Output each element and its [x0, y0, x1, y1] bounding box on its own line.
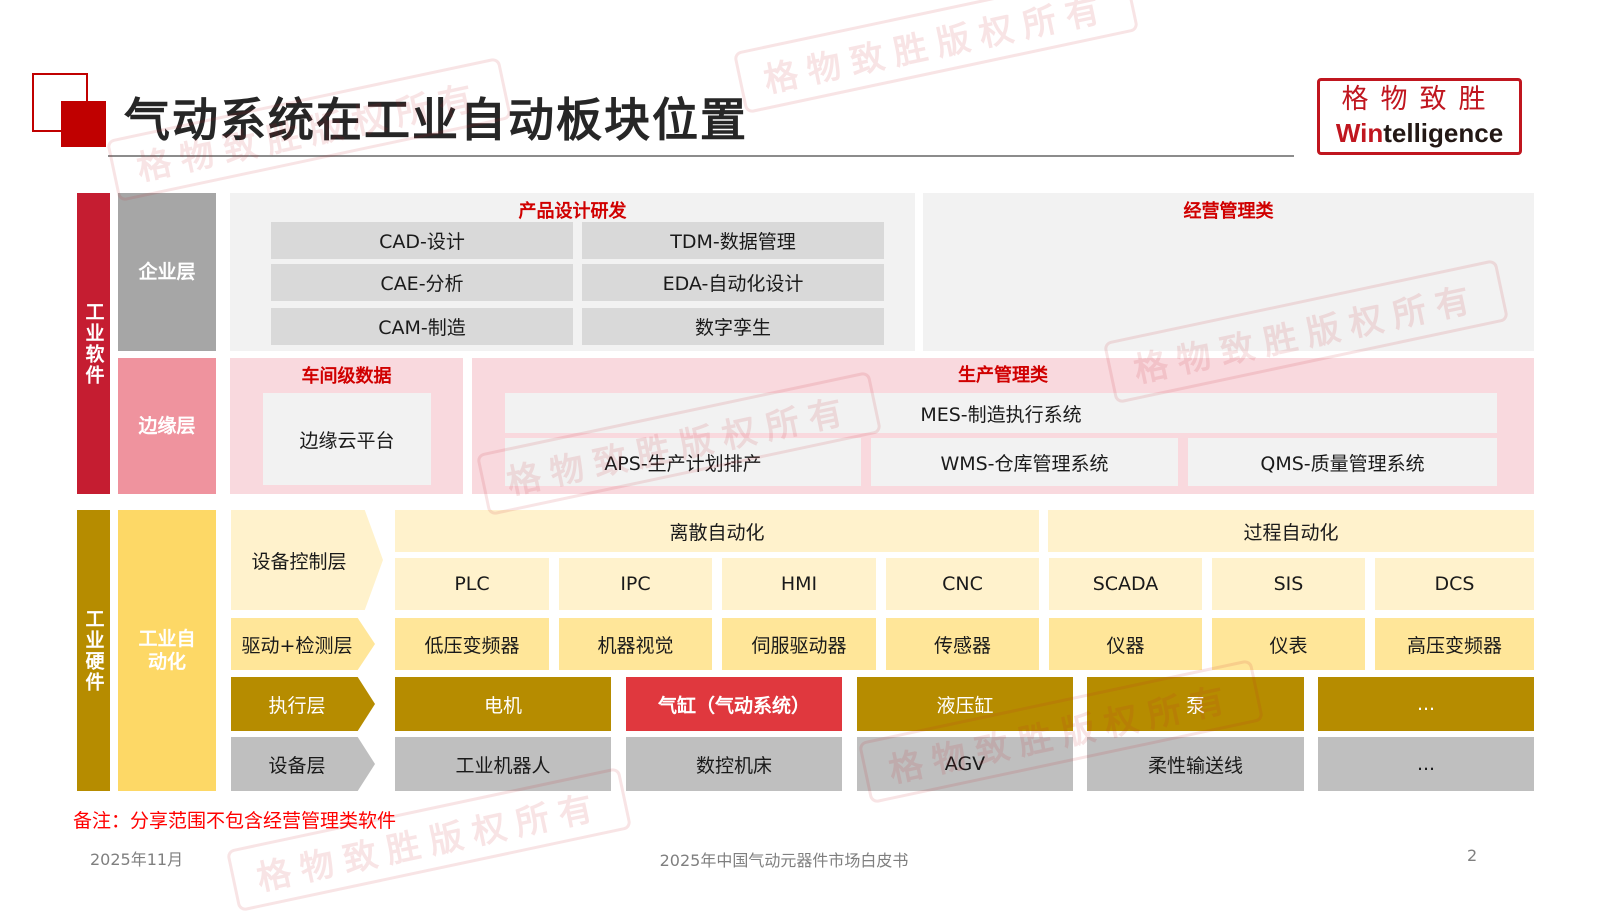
edge-cloud-platform: 边缘云平台 [263, 393, 431, 485]
drive-item: 伺服驱动器 [722, 618, 876, 670]
logo: 格物致胜 Wintelligence [1317, 78, 1522, 155]
logo-en-red: Win [1335, 118, 1384, 148]
equipment-item: AGV [857, 737, 1073, 791]
actuator-item: 液压缸 [857, 677, 1073, 731]
actuator-item: ... [1318, 677, 1534, 731]
actuator-item: 电机 [395, 677, 611, 731]
row-label-control: 设备控制层 [231, 510, 383, 610]
qms-box: QMS-质量管理系统 [1188, 438, 1497, 486]
actuator-item: 泵 [1087, 677, 1304, 731]
wms-box: WMS-仓库管理系统 [871, 438, 1178, 486]
enterprise-layer: 企业层 [118, 193, 216, 351]
drive-item: 传感器 [886, 618, 1039, 670]
logo-en-dark: telligence [1383, 118, 1504, 148]
product-design-item: CAD-设计 [271, 222, 573, 259]
software-label: 工业软件 [77, 193, 110, 494]
cylinder-highlight: 气缸（气动系统） [626, 677, 842, 731]
product-design-item: EDA-自动化设计 [582, 264, 884, 301]
hardware-label: 工业硬件 [77, 510, 110, 791]
equipment-item: 柔性输送线 [1087, 737, 1304, 791]
product-design-title: 产品设计研发 [518, 201, 627, 222]
page-number: 2 [1467, 846, 1478, 865]
product-design-item: CAM-制造 [271, 308, 573, 345]
edge-layer: 边缘层 [118, 358, 216, 494]
product-design-item: 数字孪生 [582, 308, 884, 345]
row-label-drive: 驱动+检测层 [231, 618, 375, 670]
process-header: 过程自动化 [1048, 510, 1534, 552]
drive-item: 机器视觉 [559, 618, 712, 670]
control-item: DCS [1375, 558, 1534, 610]
product-design-item: TDM-数据管理 [582, 222, 884, 259]
drive-item: 高压变频器 [1375, 618, 1534, 670]
business-mgmt-title: 经营管理类 [1183, 201, 1274, 222]
discrete-header: 离散自动化 [395, 510, 1039, 552]
row-label-actuator: 执行层 [231, 677, 375, 731]
row-label-equipment: 设备层 [231, 737, 375, 791]
control-item: IPC [559, 558, 712, 610]
equipment-item: 数控机床 [626, 737, 842, 791]
control-item: PLC [395, 558, 549, 610]
aps-box: APS-生产计划排产 [505, 438, 861, 486]
title-deco-square [61, 101, 106, 147]
drive-item: 仪器 [1049, 618, 1202, 670]
title-divider [108, 155, 1294, 157]
drive-item: 低压变频器 [395, 618, 549, 670]
automation-layer: 工业自动化 [118, 510, 216, 791]
equipment-item: 工业机器人 [395, 737, 611, 791]
equipment-item: ... [1318, 737, 1534, 791]
page-title: 气动系统在工业自动板块位置 [124, 93, 748, 147]
business-mgmt-panel [923, 193, 1534, 351]
production-mgmt-title: 生产管理类 [958, 365, 1048, 386]
footer-date: 2025年11月 [90, 850, 184, 869]
control-item: SCADA [1049, 558, 1202, 610]
control-item: SIS [1212, 558, 1365, 610]
mes-box: MES-制造执行系统 [505, 393, 1497, 433]
workshop-data-title: 车间级数据 [301, 366, 392, 387]
drive-item: 仪表 [1212, 618, 1365, 670]
watermark: 格物致胜版权所有 [732, 0, 1140, 115]
footer-doc: 2025年中国气动元器件市场白皮书 [659, 851, 909, 870]
product-design-item: CAE-分析 [271, 264, 573, 301]
control-item: HMI [722, 558, 876, 610]
control-item: CNC [886, 558, 1039, 610]
logo-cn: 格物致胜 [1341, 84, 1498, 115]
note: 备注：分享范围不包含经营管理类软件 [73, 810, 397, 832]
